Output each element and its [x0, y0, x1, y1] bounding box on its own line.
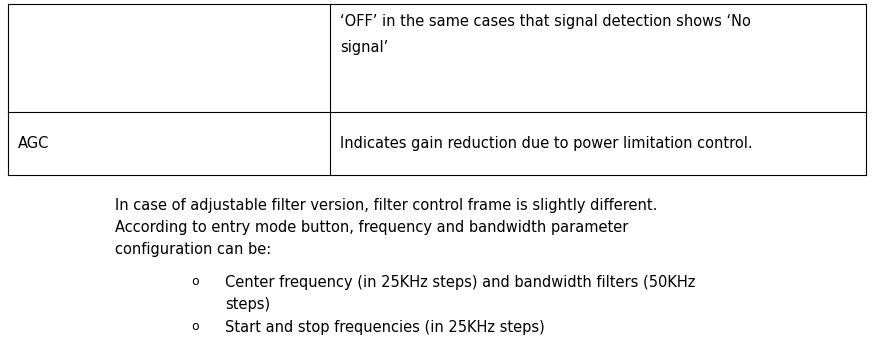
Text: In case of adjustable filter version, filter control frame is slightly different: In case of adjustable filter version, fi…	[115, 198, 657, 213]
Text: According to entry mode button, frequency and bandwidth parameter: According to entry mode button, frequenc…	[115, 220, 628, 235]
Text: AGC: AGC	[18, 136, 49, 151]
Text: Indicates gain reduction due to power limitation control.: Indicates gain reduction due to power li…	[340, 136, 752, 151]
Text: Center frequency (in 25KHz steps) and bandwidth filters (50KHz: Center frequency (in 25KHz steps) and ba…	[225, 275, 696, 290]
Text: ‘OFF’ in the same cases that signal detection shows ‘No
signal’: ‘OFF’ in the same cases that signal dete…	[340, 14, 751, 55]
Text: steps): steps)	[225, 297, 270, 312]
Text: Start and stop frequencies (in 25KHz steps): Start and stop frequencies (in 25KHz ste…	[225, 320, 545, 335]
Text: o: o	[191, 275, 199, 288]
Text: o: o	[191, 320, 199, 333]
Text: configuration can be:: configuration can be:	[115, 242, 272, 257]
